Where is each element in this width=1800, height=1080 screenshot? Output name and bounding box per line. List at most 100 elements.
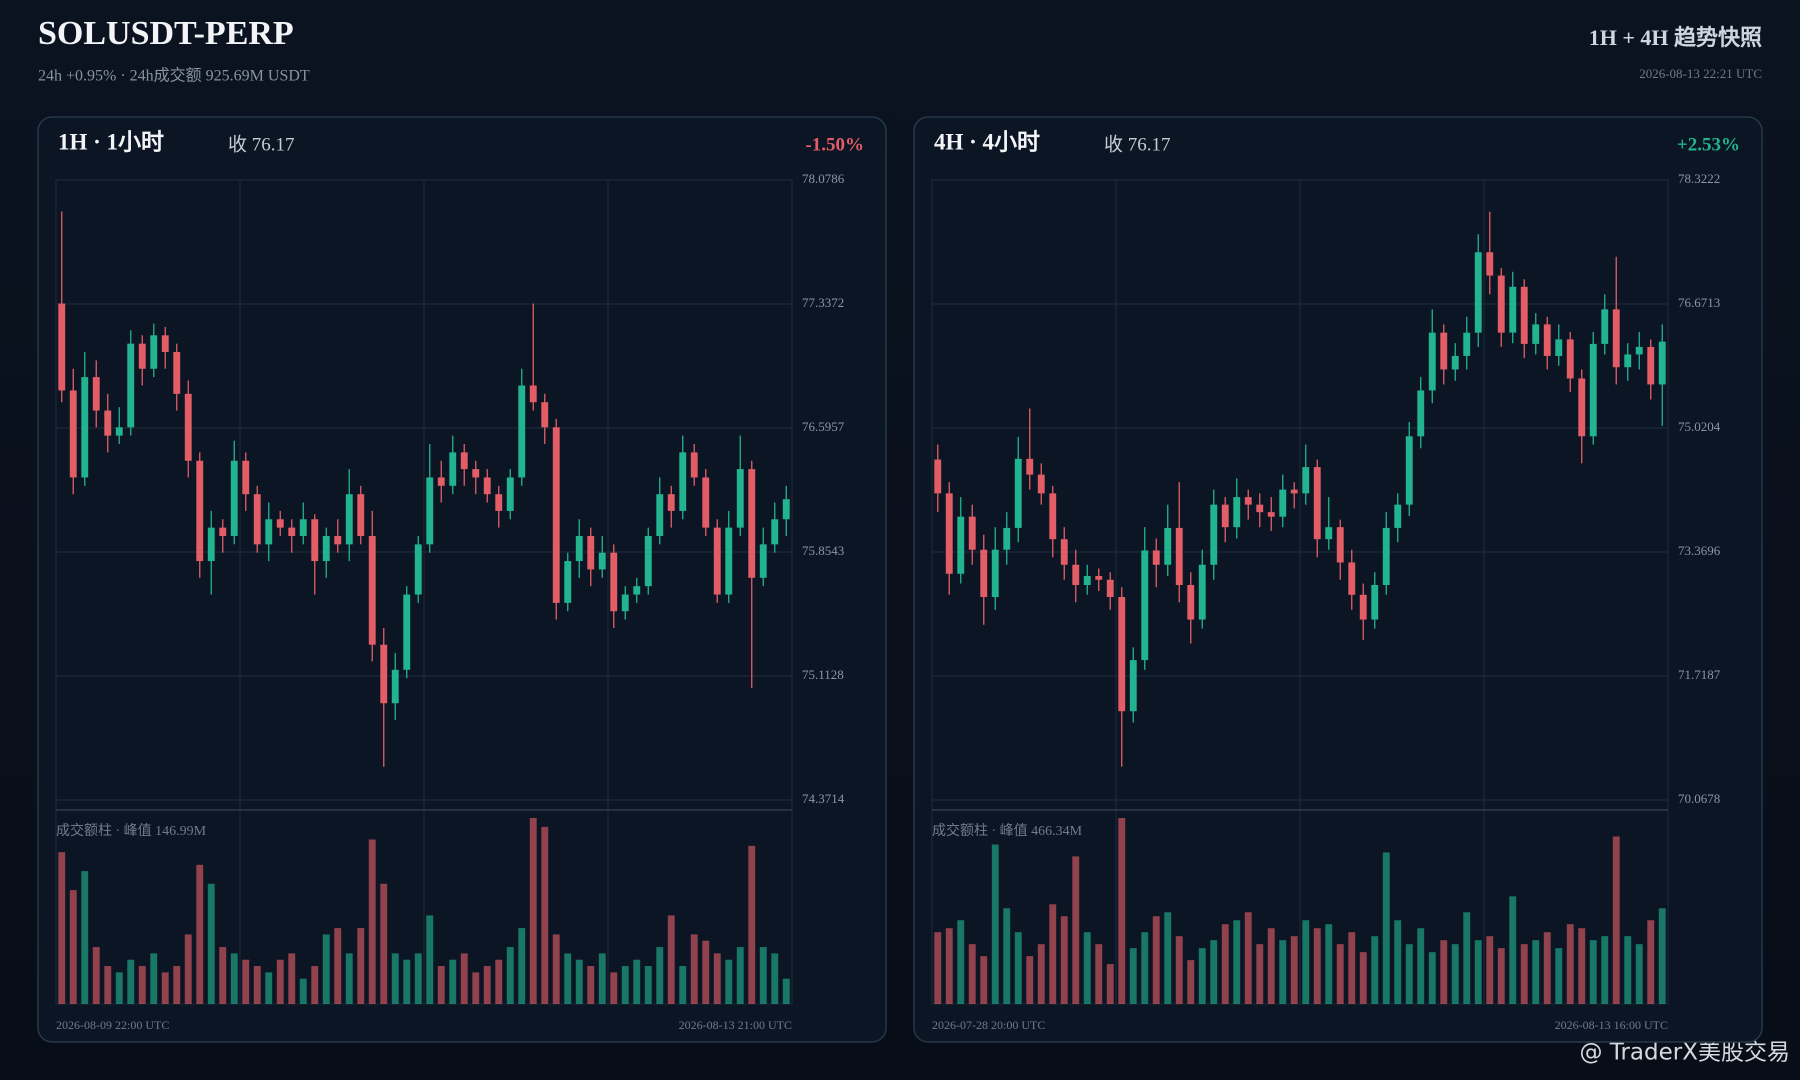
candle-body [115, 427, 123, 436]
y-tick-label: 76.6713 [1678, 295, 1720, 310]
candle-body [529, 385, 537, 403]
candle-body [184, 393, 192, 461]
candle-body [138, 343, 146, 369]
volume-bar [322, 934, 330, 1004]
volume-bar [391, 953, 399, 1004]
candle-body [495, 494, 503, 511]
candle-body [1566, 339, 1574, 379]
volume-bar [1497, 948, 1505, 1004]
volume-bar [1589, 940, 1597, 1004]
candle-body [1014, 458, 1022, 528]
candle-body [1210, 504, 1218, 565]
volume-bar [1233, 920, 1241, 1004]
volume-bar [1106, 964, 1114, 1004]
volume-bar [1463, 912, 1471, 1004]
panel [913, 116, 1763, 1043]
candle-body [207, 527, 215, 562]
close-label: 收 76.17 [228, 133, 295, 155]
volume-bar [1578, 928, 1586, 1004]
y-tick-label: 78.0786 [802, 171, 845, 186]
volume-bar [1141, 932, 1149, 1004]
y-tick-label: 71.7187 [1678, 667, 1721, 682]
candle-body [58, 303, 66, 391]
candle-body [230, 460, 238, 536]
volume-bar [1428, 952, 1436, 1004]
candle-body [472, 469, 480, 478]
volume-bar [1210, 940, 1218, 1004]
volume-bar [1302, 920, 1310, 1004]
volume-bar [1612, 836, 1620, 1004]
volume-bar [736, 947, 744, 1004]
y-tick-label: 78.3222 [1678, 171, 1720, 186]
candle-body [1612, 309, 1620, 368]
volume-bar [598, 953, 606, 1004]
volume-bar [81, 871, 89, 1004]
candle-body [1382, 527, 1390, 586]
volume-bar [1555, 948, 1563, 1004]
candle-body [702, 477, 710, 528]
title: SOLUSDT-PERP [38, 15, 294, 52]
volume-bar [529, 818, 537, 1004]
candle-body [564, 561, 572, 603]
candle-body [150, 335, 158, 369]
volume-bar [1336, 944, 1344, 1004]
candle-body [1394, 504, 1402, 528]
volume-bar [1371, 936, 1379, 1004]
volume-bar [1658, 908, 1666, 1004]
candle-body [679, 452, 687, 511]
volume-bar [1198, 948, 1206, 1004]
close-label: 收 76.17 [1104, 133, 1171, 155]
volume-bar [1647, 920, 1655, 1004]
y-tick-label: 74.3714 [802, 791, 845, 806]
change: -1.50% [805, 134, 864, 155]
candle-body [345, 494, 353, 545]
volume-bar [1083, 932, 1091, 1004]
candle-body [1164, 527, 1172, 565]
candle-body [104, 410, 112, 436]
volume-bar [449, 959, 457, 1004]
volume-bar [1440, 940, 1448, 1004]
candle-body [1187, 585, 1195, 620]
volume-bar [1256, 944, 1264, 1004]
volume-bar [667, 915, 675, 1004]
candle-body [934, 459, 942, 494]
candle-body [299, 519, 307, 536]
volume-bar [253, 966, 261, 1004]
candle-body [1095, 576, 1103, 580]
candle-body [518, 385, 526, 478]
y-tick-label: 73.3696 [1678, 543, 1721, 558]
candle-body [322, 535, 330, 562]
volume-bar [1325, 924, 1333, 1004]
volume-bar [1014, 932, 1022, 1004]
candle-body [1520, 286, 1528, 344]
candle-body [541, 402, 549, 428]
volume-bar [127, 959, 135, 1004]
volume-bar [345, 953, 353, 1004]
x-end-label: 2026-08-13 16:00 UTC [1555, 1018, 1668, 1032]
volume-bar [713, 953, 721, 1004]
candle-body [644, 535, 652, 587]
candle-body [610, 552, 618, 612]
volume-bar [1026, 956, 1034, 1004]
candle-body [1141, 550, 1149, 661]
volume-bar [945, 928, 953, 1004]
volume-bar [1279, 940, 1287, 1004]
y-tick-label: 77.3372 [802, 295, 844, 310]
volume-bar [230, 953, 238, 1004]
candle-body [980, 549, 988, 598]
candle-body [1325, 527, 1333, 540]
volume-bar [1509, 896, 1517, 1004]
candle-body [725, 527, 733, 595]
volume-bar [207, 883, 215, 1004]
volume-bar [472, 972, 480, 1004]
volume-bar [69, 890, 77, 1004]
volume-bar [1118, 818, 1126, 1004]
candle-body [1233, 497, 1241, 528]
volume-bar [1164, 912, 1172, 1004]
volume-bar [980, 956, 988, 1004]
volume-bar [276, 959, 284, 1004]
volume-bar [518, 928, 526, 1004]
volume-bar [219, 947, 227, 1004]
volume-bar [58, 852, 66, 1004]
volume-bar [1072, 856, 1080, 1004]
